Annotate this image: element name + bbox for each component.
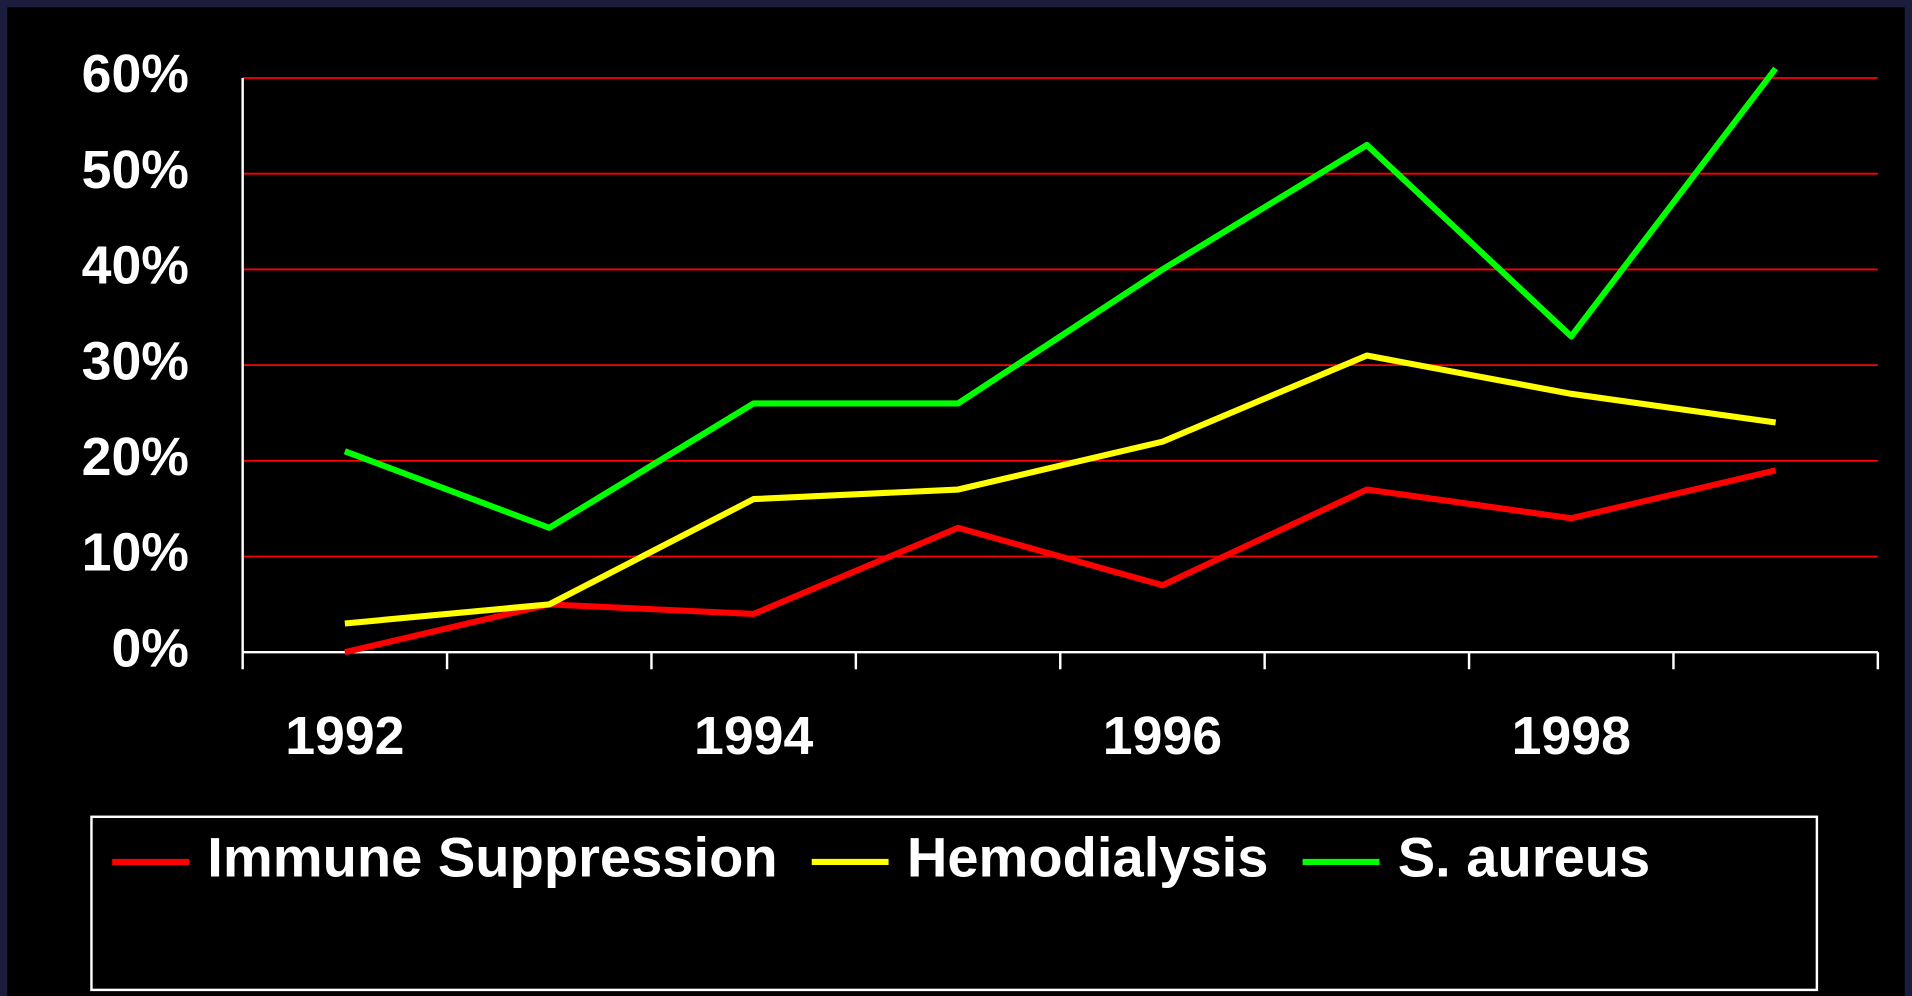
y-tick-label: 50% — [82, 140, 189, 200]
y-tick-label: 20% — [82, 427, 189, 487]
legend-label: Hemodialysis — [907, 826, 1269, 889]
y-tick-label: 60% — [82, 44, 189, 104]
x-tick-label: 1992 — [285, 706, 404, 766]
y-tick-label: 40% — [82, 236, 189, 296]
series-line — [343, 66, 1779, 531]
series-line — [344, 467, 1777, 656]
legend-label: Immune Suppression — [207, 826, 777, 889]
y-tick-label: 10% — [82, 523, 189, 583]
x-tick-label: 1994 — [694, 706, 813, 766]
legend-label: S. aureus — [1398, 826, 1650, 889]
y-tick-label: 30% — [82, 331, 189, 391]
y-tick-label: 0% — [111, 618, 189, 678]
series-line — [344, 352, 1777, 627]
x-tick-label: 1998 — [1512, 706, 1631, 766]
x-tick-label: 1996 — [1103, 706, 1222, 766]
legend-box — [90, 815, 1819, 992]
